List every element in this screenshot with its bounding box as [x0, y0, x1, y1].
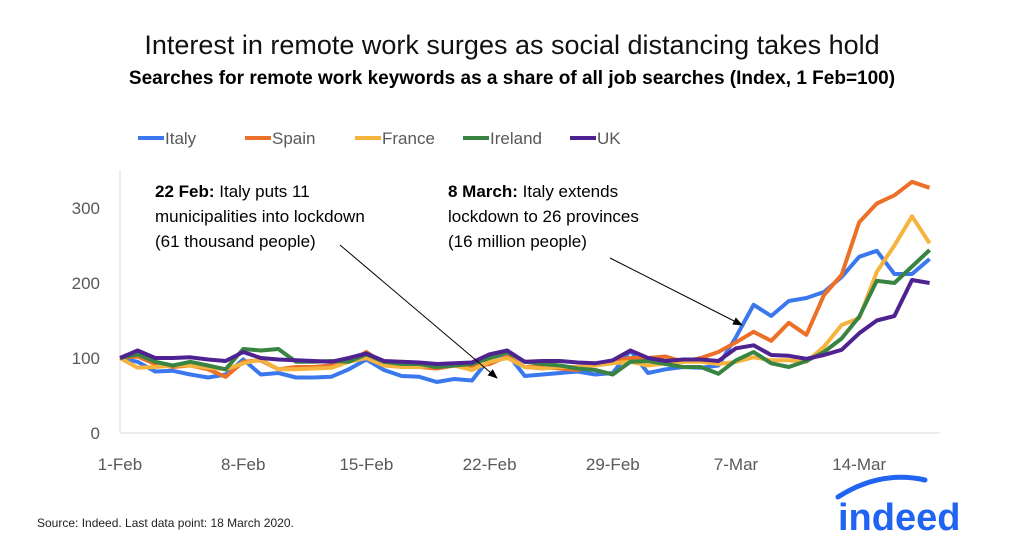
- x-tick-label: 1-Feb: [98, 455, 142, 474]
- x-tick-label: 7-Mar: [714, 455, 759, 474]
- annotation-text: (16 million people): [448, 232, 587, 251]
- y-tick-label: 200: [72, 274, 100, 293]
- series-line-italy: [119, 248, 931, 384]
- x-axis-ticks: 1-Feb 8-Feb 15-Feb 22-Feb 29-Feb 7-Mar 14-Mar: [98, 455, 887, 474]
- annotation-arrow-22-feb: [339, 244, 498, 379]
- chart-subtitle: Searches for remote work keywords as a s…: [129, 68, 895, 89]
- series-line-france: [119, 214, 932, 372]
- legend-label: Italy: [165, 129, 197, 148]
- legend-label: Ireland: [490, 129, 542, 148]
- annotation-text: Italy extends: [518, 182, 618, 201]
- x-tick-label: 22-Feb: [463, 455, 517, 474]
- legend-label: Spain: [272, 129, 315, 148]
- y-tick-label: 100: [72, 349, 100, 368]
- annotation-22-feb: 22 Feb: Italy puts 11 municipalities int…: [155, 182, 370, 251]
- legend: Italy Spain France Ireland UK: [138, 129, 621, 148]
- chart-title: Interest in remote work surges as social…: [144, 30, 879, 60]
- annotation-text: (61 thousand people): [155, 232, 316, 251]
- series-line-ireland: [119, 248, 931, 377]
- annotation-text: municipalities into lockdown: [155, 207, 365, 226]
- annotation-8-march: 8 March: Italy extends lockdown to 26 pr…: [448, 182, 644, 251]
- source-note: Source: Indeed. Last data point: 18 Marc…: [37, 516, 294, 530]
- annotation-8-march-date: 8 March:: [448, 182, 518, 201]
- x-tick-label: 14-Mar: [832, 455, 886, 474]
- x-tick-label: 15-Feb: [339, 455, 393, 474]
- x-tick-label: 8-Feb: [221, 455, 265, 474]
- logo-text: indeed: [838, 497, 960, 539]
- series-lines: [119, 179, 932, 384]
- annotation-arrow-8-march: [609, 257, 743, 326]
- legend-label: France: [382, 129, 435, 148]
- y-tick-label: 0: [91, 424, 100, 443]
- y-tick-label: 300: [72, 199, 100, 218]
- legend-label: UK: [597, 129, 621, 148]
- series-line-uk: [119, 278, 930, 366]
- annotation-text: lockdown to 26 provinces: [448, 207, 639, 226]
- indeed-logo: indeed: [835, 474, 960, 539]
- x-tick-label: 29-Feb: [586, 455, 640, 474]
- annotation-text: Italy puts 11: [215, 182, 310, 201]
- annotation-22-feb-date: 22 Feb:: [155, 182, 215, 201]
- y-axis-ticks: 0 100 200 300: [72, 199, 100, 443]
